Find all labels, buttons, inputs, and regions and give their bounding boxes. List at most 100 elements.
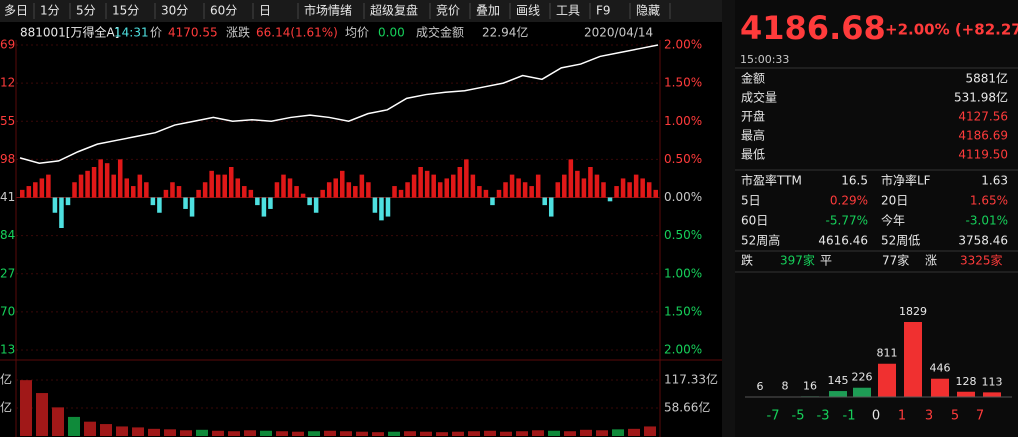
toolbar-item[interactable]: 5分 [76,4,96,18]
right-tick-label: 1.50% [664,304,702,318]
momentum-bar [46,174,51,198]
quote-label: 开盘 [741,109,765,124]
right-tick-label: 0.50% [664,228,702,242]
volume-left-label: 亿 [0,400,12,415]
momentum-bar [522,182,528,198]
momentum-bar [568,159,574,198]
momentum-bar [202,182,208,198]
dist-value: 1829 [899,305,927,318]
momentum-bar [33,182,38,198]
momentum-bar [131,186,136,198]
momentum-bar [633,174,639,198]
volume-bar [308,431,320,436]
volume-bar [212,430,224,436]
dist-value: 113 [982,375,1003,388]
volume-bar [292,431,304,436]
toolbar-item[interactable]: 30分 [161,4,188,18]
momentum-bar [281,174,286,198]
momentum-bar [444,178,450,198]
dist-value: 16 [803,379,817,392]
momentum-bar [646,182,652,198]
stat-value: 1.63 [981,174,1008,188]
dist-value: 226 [852,371,873,384]
momentum-bar [366,182,371,198]
volume-bar [436,432,448,436]
left-tick-label: 55 [0,114,15,128]
momentum-bar [300,193,306,198]
toolbar-item[interactable]: 多日 [4,4,28,18]
volume-bar [404,431,416,436]
breadth-flat: 77家 [882,253,909,268]
stat-value: 16.5 [841,174,868,188]
momentum-bar [418,167,423,198]
momentum-bar [20,189,25,198]
toolbar-item[interactable]: 15分 [112,4,139,18]
momentum-bar [320,189,325,198]
dist-value: 6 [757,380,764,393]
toolbar [0,0,722,22]
volume-tick-label: 58.66亿 [664,400,710,415]
momentum-bar [85,170,90,198]
volume-bar [580,429,592,436]
toolbar-item[interactable]: 日 [259,4,271,18]
momentum-bar [431,174,436,198]
toolbar-item[interactable]: 1分 [40,4,60,18]
breadth-flat_label: 平 [820,254,832,268]
volume-left-label: 亿 [0,372,12,387]
momentum-bar [39,178,45,198]
momentum-bar [294,186,299,198]
stat-label: 52周高 [741,233,780,248]
momentum-bar [98,159,103,198]
momentum-bar [261,197,267,217]
momentum-bar [183,197,188,209]
volume-bar [84,421,96,436]
momentum-bar [235,178,241,198]
momentum-bar [255,197,260,206]
momentum-bar [594,174,600,198]
momentum-bar [111,174,116,198]
momentum-bar [150,197,156,206]
toolbar-item[interactable]: 画线 [516,4,540,18]
stat-label: 5日 [741,194,761,208]
volume-bar [148,428,160,436]
info-change: 66.14(1.61%) [256,26,338,40]
momentum-bar [144,182,149,198]
quote-price: 4186.68 [740,9,886,47]
toolbar-item[interactable]: 工具 [556,4,580,18]
momentum-bar [72,182,77,198]
dist-axis-label: 0 [872,409,880,424]
volume-bar [372,432,384,436]
volume-bar [468,431,480,436]
volume-bar [340,431,352,436]
info-price_label: 价 [150,26,162,40]
momentum-bar [653,189,658,198]
momentum-bar [209,170,214,198]
volume-bar [564,431,576,436]
momentum-bar [607,197,613,202]
toolbar-item[interactable]: 60分 [210,4,237,18]
stat-value: 0.29% [830,194,868,208]
dist-value: 128 [956,375,977,388]
volume-bar [484,430,496,436]
momentum-bar [601,182,606,198]
momentum-bar [627,182,632,198]
breadth-up: 3325家 [960,253,1003,268]
stat-label: 市净率LF [881,173,931,188]
toolbar-item[interactable]: 叠加 [476,4,500,18]
info-code: 881001[万得全A] [20,25,119,40]
left-tick-label: 84 [0,228,15,242]
toolbar-item[interactable]: 隐藏 [636,4,660,18]
momentum-bar [640,178,645,198]
left-tick-label: 27 [0,266,15,280]
momentum-bar [170,182,175,198]
momentum-bar [124,178,130,198]
momentum-bar [575,170,580,198]
stat-label: 市盈率TTM [741,173,802,188]
momentum-bar [385,197,391,217]
momentum-bar [614,186,619,198]
toolbar-item[interactable]: F9 [596,4,611,18]
toolbar-item[interactable]: 市场情绪 [304,3,352,18]
toolbar-item[interactable]: 竞价 [436,4,460,18]
breadth-up_label: 涨 [925,253,937,268]
toolbar-item[interactable]: 超级复盘 [370,3,418,18]
